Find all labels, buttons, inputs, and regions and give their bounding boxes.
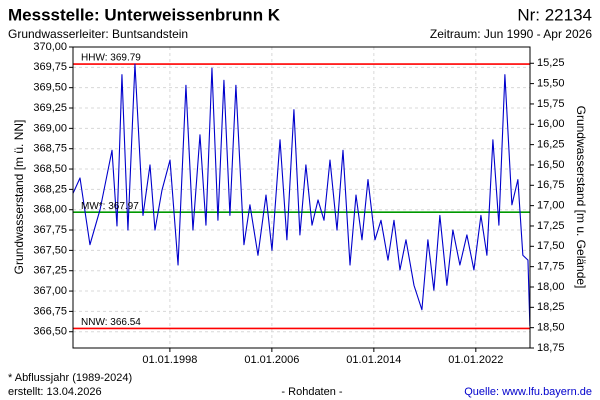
created-date: erstellt: 13.04.2026 (8, 386, 102, 398)
footnote: * Abflussjahr (1989-2024) (8, 372, 132, 384)
y2-tick-label: 17,50 (537, 240, 565, 252)
y-axis-label: Grundwasserstand [m ü. NN] (12, 120, 26, 275)
y2-tick-label: 16,00 (537, 118, 565, 130)
y2-tick-label: 17,00 (537, 200, 565, 212)
y-tick-label: 369,50 (33, 82, 67, 94)
x-tick-label: 01.01.2014 (346, 354, 401, 366)
y2-tick-label: 17,25 (537, 220, 565, 232)
data-line (72, 63, 531, 327)
reference-label: NNW: 366.54 (81, 317, 141, 328)
station-number: Nr: 22134 (517, 5, 592, 24)
x-tick-label: 01.01.1998 (142, 354, 197, 366)
y-tick-label: 366,50 (33, 326, 67, 338)
y-tick-label: 369,75 (33, 61, 67, 73)
plot-frame (72, 46, 531, 349)
reference-label: HHW: 369.79 (81, 53, 141, 64)
y2-tick-label: 18,50 (537, 322, 565, 334)
period: Zeitraum: Jun 1990 - Apr 2026 (430, 27, 592, 41)
y2-tick-label: 15,75 (537, 98, 565, 110)
y-tick-label: 369,00 (33, 122, 67, 134)
y2-tick-label: 15,50 (537, 78, 565, 90)
y2-tick-label: 15,25 (537, 57, 565, 69)
y2-tick-label: 16,75 (537, 179, 565, 191)
y2-tick-label: 16,25 (537, 139, 565, 151)
y-tick-label: 370,00 (33, 41, 67, 53)
y-tick-label: 368,75 (33, 143, 67, 155)
y-tick-label: 367,50 (33, 244, 67, 256)
y-tick-label: 368,50 (33, 163, 67, 175)
y2-tick-label: 18,25 (537, 301, 565, 313)
y2-tick-label: 16,50 (537, 159, 565, 171)
x-tick-label: 01.01.2006 (244, 354, 299, 366)
y2-tick-label: 18,00 (537, 281, 565, 293)
y-tick-label: 366,75 (33, 305, 67, 317)
subtitle: Grundwasserleiter: Buntsandstein (8, 27, 188, 41)
source: Quelle: www.lfu.bayern.de (464, 386, 592, 398)
y-tick-label: 368,25 (33, 183, 67, 195)
x-tick-label: 01.01.2022 (448, 354, 503, 366)
chart-title: Messstelle: Unterweissenbrunn K (8, 5, 281, 24)
y2-tick-label: 17,75 (537, 261, 565, 273)
y-tick-label: 369,25 (33, 102, 67, 114)
y2-axis-label: Grundwasserstand [m u. Gelände] (574, 106, 588, 289)
reference-label: MW*: 367.97 (81, 201, 139, 212)
y-tick-label: 367,00 (33, 285, 67, 297)
y-tick-label: 367,25 (33, 265, 67, 277)
y-tick-label: 367,75 (33, 224, 67, 236)
y-tick-label: 368,00 (33, 204, 67, 216)
y2-tick-label: 18,75 (537, 342, 565, 354)
data-type: - Rohdaten - (281, 386, 342, 398)
